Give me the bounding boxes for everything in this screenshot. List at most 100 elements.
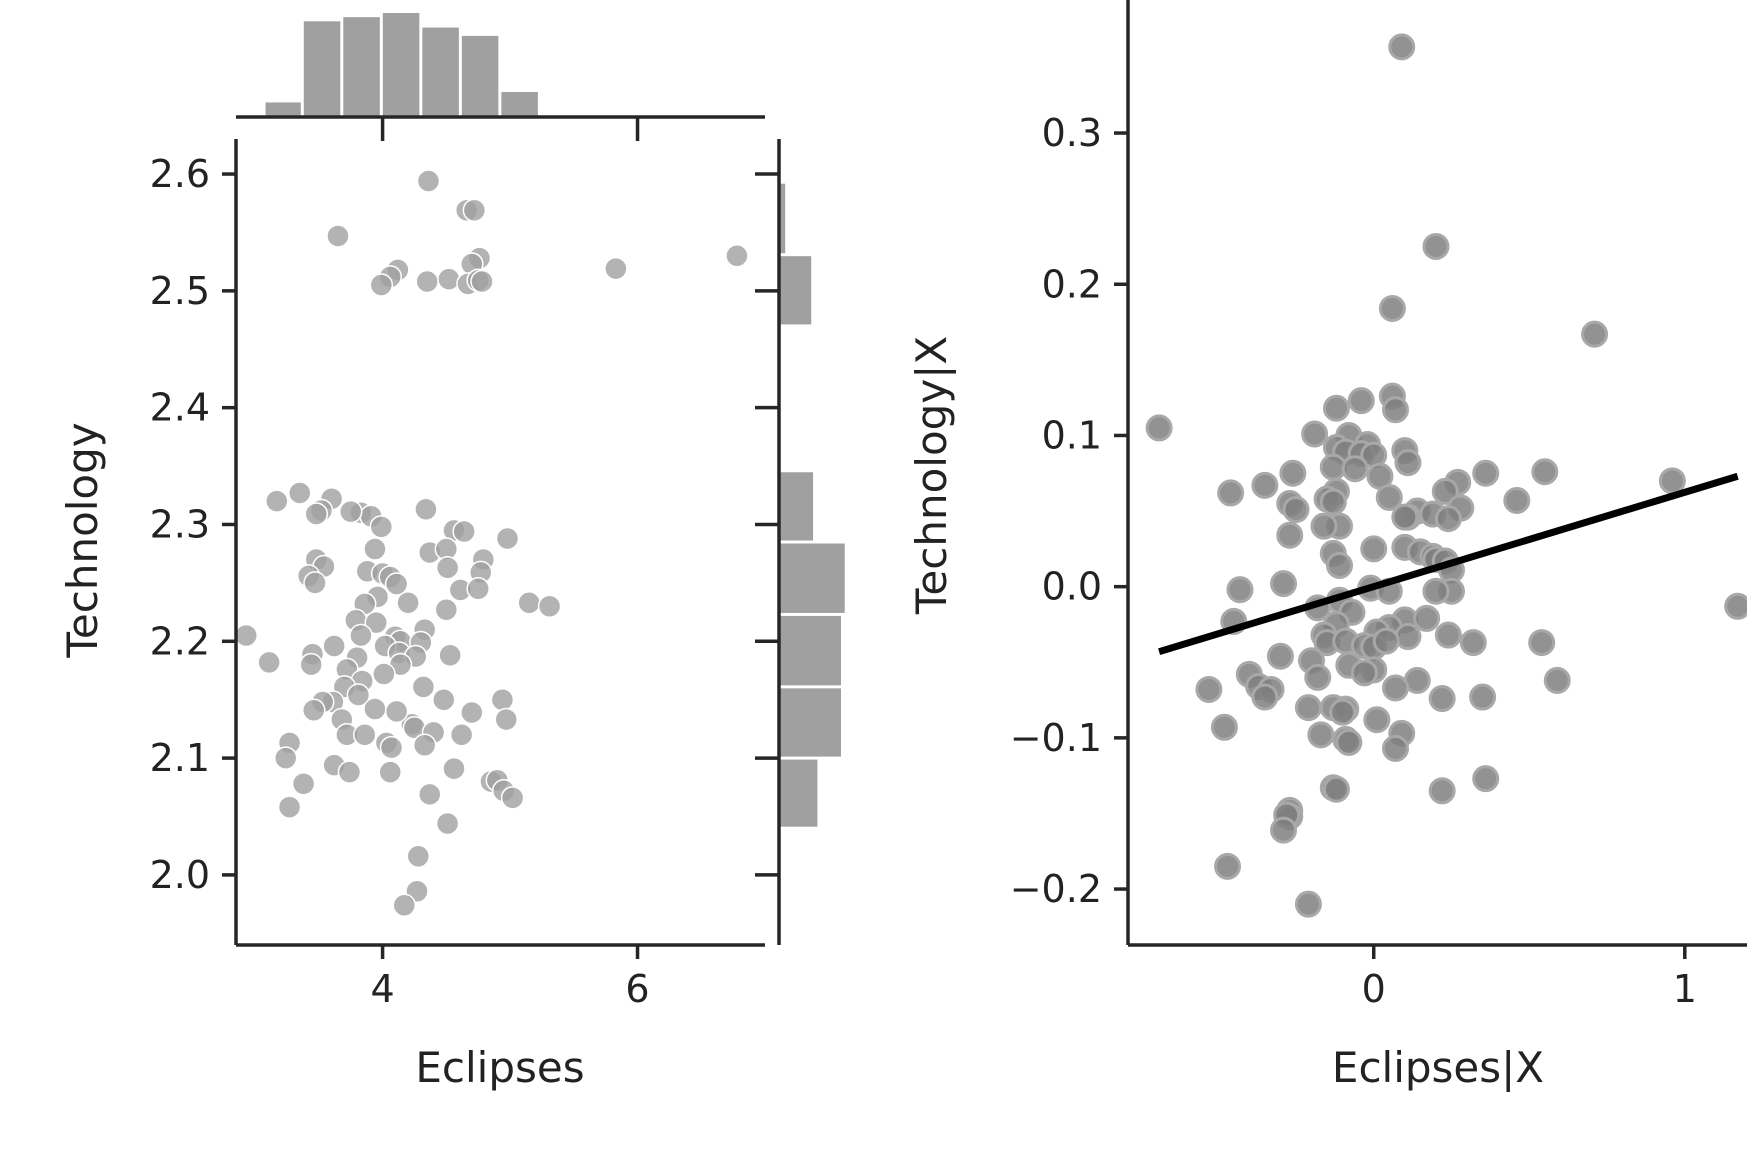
joint-x-axis-label: Eclipses [415, 1043, 584, 1092]
resid-point [1322, 394, 1350, 422]
joint-point [494, 707, 518, 732]
resid-y-axis-label: Technology|X [907, 336, 956, 615]
joint-point [462, 198, 487, 223]
resid-point [1428, 777, 1456, 805]
resid-point [1270, 570, 1298, 598]
joint-y-tick-label: 2.4 [150, 386, 210, 430]
resid-point [1304, 663, 1332, 691]
joint-point [302, 698, 326, 722]
right-histogram-bars [779, 183, 845, 827]
right-histogram-bar [779, 759, 818, 827]
right-histogram-bar [779, 543, 845, 613]
resid-point [1307, 721, 1335, 749]
joint-point [364, 610, 388, 635]
joint-point [379, 735, 404, 760]
joint-point [257, 650, 281, 675]
joint-point [303, 571, 327, 595]
right-histogram-bar [779, 183, 786, 254]
joint-point [326, 224, 350, 248]
resid-point [1391, 503, 1419, 531]
resid-y-ticks: −0.2 −0.1 0.0 0.1 0.2 0.3 [1010, 111, 1128, 911]
resid-point [1434, 621, 1462, 649]
joint-point [369, 515, 394, 539]
joint-point [432, 687, 456, 712]
joint-point [466, 576, 490, 601]
resid-point [1276, 521, 1304, 549]
resid-point [1210, 713, 1238, 741]
resid-point [1472, 765, 1500, 793]
resid-point [1422, 232, 1450, 260]
resid-x-axis-label: Eclipses|X [1332, 1043, 1544, 1092]
resid-point [1350, 659, 1378, 687]
joint-point [322, 634, 346, 658]
joint-y-ticks: 2.0 2.1 2.2 2.3 2.4 2.5 2.6 [150, 152, 236, 897]
resid-point [1382, 674, 1410, 702]
top-histogram-bars [265, 13, 538, 118]
top-histogram-bar [501, 92, 538, 117]
resid-point [1428, 685, 1456, 713]
joint-point [234, 623, 258, 648]
joint-x-tick-label: 6 [625, 967, 649, 1011]
joint-point [418, 782, 442, 807]
joint-point [438, 643, 462, 668]
resid-x-tick-label: 1 [1673, 967, 1697, 1011]
top-histogram-ticks [380, 117, 640, 141]
resid-point [1335, 728, 1363, 756]
resid-point [1310, 512, 1338, 540]
resid-point [1251, 683, 1279, 711]
resid-y-tick-label: 0.3 [1042, 111, 1102, 155]
partial-regression-points [1145, 33, 1747, 918]
resid-point [1329, 698, 1357, 726]
joint-point [415, 269, 439, 294]
joint-point [369, 273, 394, 297]
resid-point [1322, 775, 1350, 803]
marginal-x-histogram [236, 13, 765, 141]
joint-y-axis-label: Technology [58, 422, 107, 658]
resid-point [1472, 459, 1500, 487]
joint-point [537, 594, 562, 618]
joint-scatter-points [234, 169, 749, 918]
resid-point [1347, 387, 1375, 415]
joint-point [434, 598, 459, 622]
resid-point [1413, 604, 1441, 632]
joint-y-tick-label: 2.2 [150, 619, 210, 663]
joint-point [378, 760, 402, 784]
joint-point [273, 746, 298, 770]
joint-point [277, 795, 302, 819]
resid-point [1388, 33, 1416, 61]
joint-point [338, 499, 363, 524]
resid-point [1382, 396, 1410, 424]
resid-point [1270, 816, 1298, 844]
resid-point [1195, 675, 1223, 703]
resid-point [1531, 458, 1559, 486]
resid-point [1394, 449, 1422, 477]
joint-point [406, 844, 431, 868]
joint-point [452, 519, 476, 544]
resid-point [1251, 471, 1279, 499]
joint-point [495, 526, 520, 551]
resid-point [1279, 459, 1307, 487]
joint-point [372, 662, 396, 686]
resid-point [1581, 320, 1609, 348]
joint-point [416, 169, 441, 193]
joint-point [392, 893, 417, 918]
joint-point [299, 652, 323, 677]
resid-point [1214, 852, 1242, 880]
joint-point [337, 760, 362, 784]
resid-point [1217, 479, 1245, 507]
top-histogram-bar [382, 13, 420, 117]
right-histogram-bar [779, 615, 841, 686]
joint-point [346, 683, 371, 707]
resid-point [1294, 890, 1322, 918]
joint-point [414, 497, 438, 522]
right-histogram-bar [779, 472, 814, 541]
joint-point [604, 256, 628, 281]
resid-point [1378, 294, 1406, 322]
resid-point [1363, 706, 1391, 734]
resid-point [1282, 496, 1310, 524]
resid-y-tick-label: 0.1 [1042, 413, 1102, 457]
resid-point [1301, 420, 1329, 448]
resid-point [1360, 535, 1388, 563]
